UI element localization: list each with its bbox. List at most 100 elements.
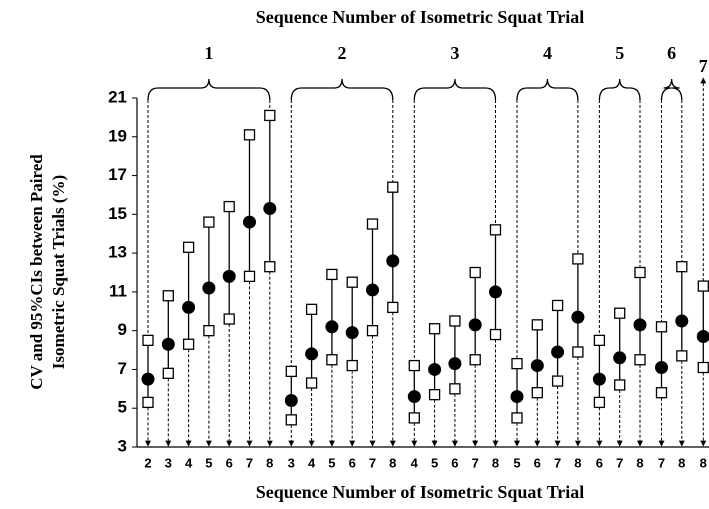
cv-point	[345, 326, 359, 340]
upper-ci	[366, 218, 379, 230]
upper-ci	[676, 261, 688, 273]
cv-point	[222, 269, 236, 283]
upper-ci	[697, 280, 709, 292]
x-tick-label: 8	[266, 455, 273, 470]
cv-point	[655, 361, 668, 375]
cv-point	[448, 357, 462, 371]
cv-point	[407, 390, 421, 404]
lower-ci	[593, 396, 606, 409]
upper-ci	[264, 109, 276, 122]
lower-ci	[551, 375, 564, 387]
y-tick-label: 9	[118, 320, 127, 339]
chart-title: Sequence Number of Isometric Squat Trial	[256, 7, 585, 27]
cv-point	[305, 347, 319, 361]
y-tick-label: 21	[108, 87, 127, 106]
cv-point	[571, 310, 585, 324]
cv-point	[325, 320, 339, 334]
lower-ci	[572, 346, 584, 358]
upper-ci	[469, 266, 481, 279]
y-axis-label-line: Isometric Squat Trials (%)	[49, 175, 68, 369]
x-tick-label: 8	[636, 455, 643, 470]
upper-ci	[305, 303, 318, 315]
cv-point	[510, 390, 524, 404]
y-tick-label: 11	[109, 281, 127, 300]
upper-ci	[593, 334, 606, 347]
group-label: 7	[699, 56, 708, 76]
lower-ci	[469, 354, 481, 366]
lower-ci	[387, 301, 399, 314]
cv-point	[161, 337, 175, 351]
x-tick-label: 4	[185, 455, 193, 470]
lower-ci	[243, 270, 256, 283]
lower-ci	[634, 354, 646, 366]
upper-ci	[489, 224, 502, 236]
x-tick-label: 4	[411, 455, 419, 470]
group-label: 1	[204, 43, 213, 63]
lower-ci	[614, 379, 626, 391]
cv-point	[243, 215, 256, 229]
x-tick-label: 7	[554, 455, 561, 470]
upper-ci	[326, 268, 338, 281]
cv-point	[428, 362, 442, 376]
lower-ci	[511, 412, 523, 424]
x-tick-label: 5	[513, 455, 520, 470]
y-axis-label-line: CV and 95%CIs between Paired	[27, 154, 46, 390]
cv-point	[366, 283, 379, 297]
upper-ci	[551, 299, 564, 312]
lower-ci	[264, 261, 276, 273]
x-tick-label: 2	[144, 455, 151, 470]
upper-ci	[655, 321, 668, 333]
lower-ci	[162, 367, 174, 379]
lower-ci	[366, 325, 379, 337]
x-tick-label: 8	[574, 455, 581, 470]
upper-ci	[531, 319, 543, 331]
y-tick-label: 19	[108, 126, 127, 145]
lower-ci	[428, 388, 441, 401]
x-tick-label: 7	[246, 455, 253, 470]
lower-ci	[676, 350, 688, 362]
cv-point	[489, 285, 502, 299]
lower-ci	[203, 325, 215, 337]
y-tick-label: 15	[108, 204, 127, 223]
x-tick-label: 7	[658, 455, 665, 470]
group-label: 2	[338, 43, 347, 63]
cv-point	[592, 372, 606, 386]
group-label: 5	[615, 43, 624, 63]
upper-ci	[511, 357, 523, 370]
lower-ci	[305, 377, 318, 389]
y-tick-label: 5	[118, 398, 127, 417]
lower-ci	[346, 359, 358, 372]
x-tick-label: 6	[349, 455, 356, 470]
x-tick-label: 5	[328, 455, 335, 470]
upper-ci	[449, 315, 461, 327]
x-tick-label: 6	[596, 455, 603, 470]
lower-ci	[326, 354, 338, 366]
x-tick-label: 7	[369, 455, 376, 470]
cv-point	[386, 254, 400, 268]
lower-ci	[655, 387, 668, 399]
cv-point	[613, 351, 627, 365]
brace	[660, 78, 683, 101]
group-label: 4	[543, 43, 552, 63]
cv-point	[468, 318, 482, 332]
lower-ci	[531, 387, 543, 399]
x-tick-label: 6	[451, 455, 458, 470]
x-tick-label: 7	[616, 455, 623, 470]
upper-ci	[223, 200, 235, 213]
brace	[147, 78, 271, 101]
upper-ci	[162, 290, 174, 302]
y-axis-label: CV and 95%CIs between Paired Isometric S…	[27, 154, 68, 390]
cv-point	[696, 329, 709, 343]
x-tick-label: 8	[492, 455, 499, 470]
x-tick-label: 7	[472, 455, 479, 470]
y-tick-label: 13	[108, 243, 127, 262]
lower-ci	[142, 396, 154, 409]
cv-point	[633, 318, 647, 332]
lower-ci	[449, 383, 461, 395]
lower-ci	[408, 412, 420, 424]
cv-point	[202, 281, 216, 295]
cv-point	[284, 393, 298, 407]
x-tick-label: 8	[700, 455, 707, 470]
cv-point	[675, 314, 689, 328]
